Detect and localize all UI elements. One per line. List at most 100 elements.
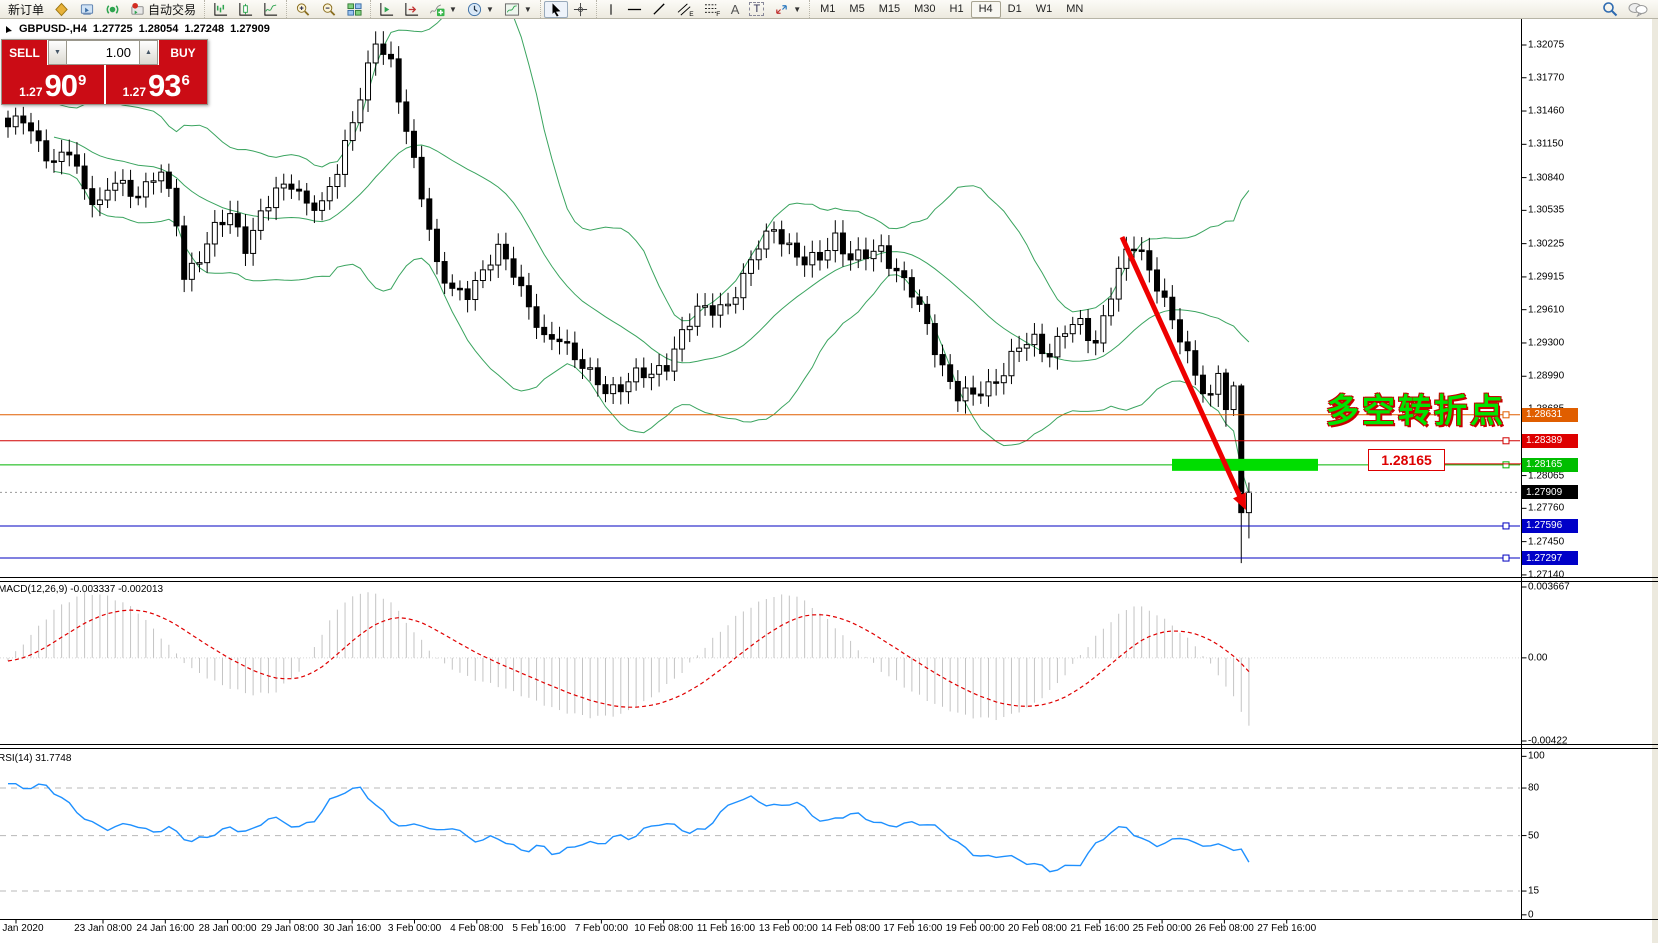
candle-body: [96, 199, 103, 206]
indicators-add-button[interactable]: ▼: [424, 1, 462, 18]
price-marker-1.27297: 1.27297: [1522, 551, 1578, 566]
level-line-handle[interactable]: [1502, 522, 1510, 530]
candle-body: [901, 270, 908, 279]
sell-price-sup: 9: [78, 72, 87, 89]
chat-icon[interactable]: [1628, 1, 1648, 17]
candlestick-chart-icon[interactable]: [233, 1, 258, 18]
level-line-handle[interactable]: [1502, 461, 1510, 469]
candle-body: [418, 156, 425, 200]
tile-windows-icon[interactable]: [342, 1, 367, 18]
buy-price-sup: 6: [181, 72, 190, 89]
candle-body: [1062, 333, 1069, 337]
candle-body: [763, 230, 770, 250]
candle-body: [1077, 317, 1084, 326]
buy-button[interactable]: BUY: [158, 40, 207, 65]
candle-body: [962, 387, 969, 402]
templates-button[interactable]: ▼: [499, 1, 537, 18]
candle-body: [709, 305, 716, 316]
timeframe-D1[interactable]: D1: [1007, 3, 1022, 15]
candle-body: [410, 130, 417, 158]
candle-body: [885, 245, 892, 269]
candle-body: [242, 226, 249, 254]
candle-body: [748, 259, 755, 274]
macd-header: MACD(12,26,9) -0.003337 -0.002013: [0, 584, 164, 595]
level-line-handle[interactable]: [1502, 554, 1510, 562]
candle-body: [725, 303, 732, 307]
timeframe-MN[interactable]: MN: [1066, 3, 1084, 15]
candle-body: [702, 305, 709, 308]
time-axis-label: 3 Feb 00:00: [387, 923, 442, 934]
candle-body: [1100, 315, 1107, 344]
candle-body: [142, 181, 149, 198]
candle-body: [196, 262, 203, 265]
candle-body: [686, 325, 693, 331]
crosshair-tool-button[interactable]: [568, 1, 593, 18]
dropdown-caret-icon: ▼: [485, 4, 494, 14]
timeframe-M5[interactable]: M5: [849, 3, 865, 15]
auto-trading-button[interactable]: 自动交易: [125, 1, 201, 18]
chart-shift-icon[interactable]: [399, 1, 424, 18]
cursor-tool-button[interactable]: [543, 0, 568, 18]
time-axis-label: 21 Feb 16:00: [1070, 923, 1130, 934]
candle-body: [1039, 333, 1046, 355]
bar-chart-icon[interactable]: [208, 1, 233, 18]
vertical-line-tool[interactable]: [600, 1, 622, 18]
time-axis-label: 14 Feb 08:00: [821, 923, 881, 934]
highlight-rectangle[interactable]: [1172, 458, 1318, 471]
candle-body: [219, 221, 226, 226]
periods-button[interactable]: ▼: [462, 1, 499, 18]
arrows-tool-button[interactable]: ▼: [769, 1, 806, 18]
zoom-out-icon[interactable]: [316, 1, 342, 18]
candle-body: [173, 187, 180, 227]
candle-body: [1131, 248, 1138, 252]
level-line-handle[interactable]: [1502, 411, 1510, 419]
fibonacci-tool[interactable]: F: [699, 1, 726, 18]
candle-body: [640, 367, 647, 379]
timeframe-W1[interactable]: W1: [1035, 3, 1053, 15]
signal-icon[interactable]: [100, 1, 125, 18]
timeframe-M15[interactable]: M15: [878, 3, 901, 15]
candle-body: [227, 213, 234, 226]
auto-scroll-icon[interactable]: [374, 1, 399, 18]
timeframe-M30[interactable]: M30: [914, 3, 936, 15]
candle-body: [1176, 319, 1183, 343]
buy-price-tile[interactable]: 1.27 93 6: [105, 65, 207, 104]
terminal-icon[interactable]: [74, 1, 100, 18]
price-axis-tick: 1.27140: [1528, 569, 1565, 581]
price-axis-tick: 1.28990: [1528, 370, 1565, 382]
candle-body: [165, 171, 172, 189]
timeframe-H1[interactable]: H1: [949, 3, 964, 15]
volume-input[interactable]: 1.00: [67, 40, 139, 65]
turning-point-annotation: 多空转折点: [1326, 392, 1506, 429]
search-icon[interactable]: [1602, 1, 1618, 17]
candle-body: [663, 365, 670, 372]
timeframe-H4[interactable]: H4: [970, 0, 1001, 18]
horizontal-line-tool[interactable]: [622, 1, 647, 18]
price-callout-label[interactable]: 1.28165: [1368, 449, 1445, 471]
new-order-button[interactable]: 新订单: [3, 1, 49, 18]
timeframe-M1[interactable]: M1: [820, 3, 836, 15]
dropdown-caret-icon: ▼: [793, 4, 802, 14]
time-axis-label: 26 Feb 08:00: [1194, 923, 1254, 934]
time-axis-label: 28 Jan 00:00: [198, 923, 257, 934]
charts-gold-icon[interactable]: [49, 1, 74, 18]
text-label-tool[interactable]: T: [744, 1, 769, 18]
candle-body: [771, 229, 777, 232]
level-line-handle[interactable]: [1502, 437, 1510, 445]
volume-decrease-button[interactable]: ▼: [48, 40, 67, 65]
candle-body: [112, 182, 119, 191]
price-marker-1.28389: 1.28389: [1522, 433, 1578, 448]
volume-increase-button[interactable]: ▲: [139, 40, 158, 65]
text-tool[interactable]: A: [726, 1, 745, 18]
rsi-axis-label: 15: [1528, 885, 1540, 897]
sell-price-tile[interactable]: 1.27 90 9: [2, 65, 104, 104]
line-chart-icon[interactable]: [258, 1, 283, 18]
zoom-in-icon[interactable]: [290, 1, 316, 18]
trend-arrow[interactable]: [1119, 235, 1245, 502]
sell-button[interactable]: SELL: [2, 40, 48, 65]
svg-text:E: E: [689, 11, 694, 17]
macd-signal-line: [7, 609, 1250, 708]
equidistant-channel-tool[interactable]: E: [672, 1, 699, 18]
trendline-tool[interactable]: [647, 1, 672, 18]
